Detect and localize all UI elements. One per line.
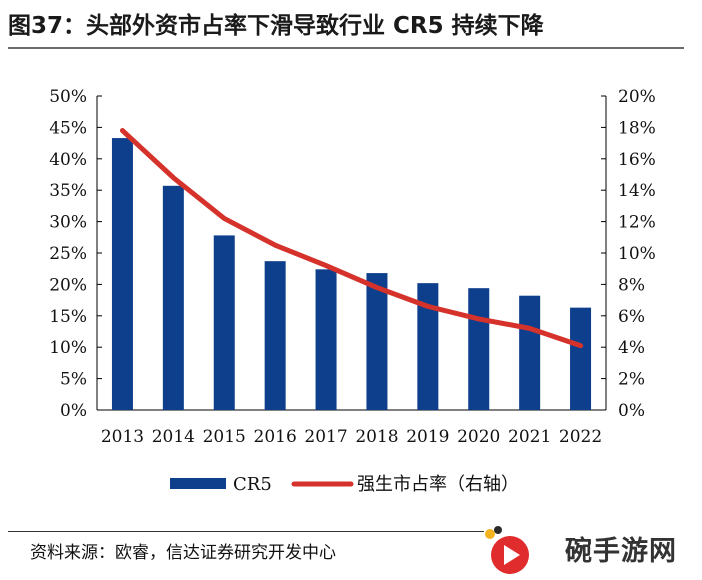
right-tick-label: 18% bbox=[618, 118, 656, 138]
left-tick-label: 20% bbox=[49, 275, 87, 295]
x-tick-label: 2013 bbox=[101, 427, 144, 447]
left-tick-label: 35% bbox=[49, 181, 87, 201]
x-tick-label: 2017 bbox=[304, 427, 347, 447]
left-tick-label: 40% bbox=[49, 150, 87, 170]
tick-labels: 0% 5% 10% 15% 20% 25% 30% 35% 40% 45% 50% 0% 2% 4% 6% 8… bbox=[49, 87, 656, 447]
right-tick-label: 10% bbox=[618, 244, 656, 264]
bar-cr5 bbox=[468, 288, 490, 410]
left-tick-label: 25% bbox=[49, 244, 87, 264]
x-tick-label: 2018 bbox=[355, 427, 398, 447]
left-tick-label: 45% bbox=[49, 118, 87, 138]
x-tick-label: 2022 bbox=[559, 427, 602, 447]
watermark-logo-icon bbox=[485, 526, 529, 574]
bar-cr5 bbox=[570, 307, 592, 410]
right-tick-label: 20% bbox=[618, 87, 656, 107]
left-tick-label: 50% bbox=[49, 87, 87, 107]
right-tick-label: 8% bbox=[618, 275, 645, 295]
left-tick-label: 10% bbox=[49, 338, 87, 358]
left-tick-label: 30% bbox=[49, 213, 87, 233]
bar-cr5 bbox=[366, 273, 388, 410]
bar-cr5 bbox=[162, 185, 184, 410]
line-jnj-share bbox=[119, 128, 584, 349]
bar-cr5 bbox=[417, 283, 439, 410]
x-tick-label: 2021 bbox=[508, 427, 551, 447]
x-tick-label: 2019 bbox=[406, 427, 449, 447]
x-tick-label: 2016 bbox=[254, 427, 297, 447]
legend-label-cr5: CR5 bbox=[233, 474, 272, 495]
bar-cr5 bbox=[111, 138, 133, 411]
title-divider bbox=[8, 47, 684, 49]
left-tick-label: 15% bbox=[49, 307, 87, 327]
right-tick-label: 0% bbox=[618, 401, 645, 421]
legend-label-line: 强生市占率（右轴） bbox=[357, 474, 519, 495]
right-tick-label: 12% bbox=[618, 213, 656, 233]
right-tick-label: 2% bbox=[618, 370, 645, 390]
right-tick-label: 4% bbox=[618, 338, 645, 358]
bar-cr5 bbox=[264, 261, 286, 410]
x-tick-label: 2020 bbox=[457, 427, 500, 447]
chart-legend: CR5 强生市占率（右轴） bbox=[170, 474, 519, 495]
watermark-text: 碗手游网 bbox=[565, 536, 677, 567]
bar-cr5 bbox=[315, 269, 337, 410]
bar-line-chart: 0% 5% 10% 15% 20% 25% 30% 35% 40% 45% 50% 0% 2% 4% 6% 8… bbox=[49, 87, 656, 495]
source-note: 资料来源：欧睿，信达证券研究开发中心 bbox=[30, 543, 336, 563]
chart-title: 图37：头部外资市占率下滑导致行业 CR5 持续下降 bbox=[8, 13, 544, 39]
x-tick-label: 2014 bbox=[152, 427, 195, 447]
right-tick-label: 16% bbox=[618, 150, 656, 170]
legend-swatch-bar bbox=[170, 478, 226, 489]
source-divider bbox=[8, 531, 484, 532]
bar-cr5 bbox=[213, 235, 235, 410]
left-tick-label: 5% bbox=[60, 370, 87, 390]
bar-cr5 bbox=[519, 295, 541, 410]
right-tick-label: 14% bbox=[618, 181, 656, 201]
x-tick-label: 2015 bbox=[203, 427, 246, 447]
line-series bbox=[119, 128, 584, 349]
right-tick-label: 6% bbox=[618, 307, 645, 327]
left-tick-label: 0% bbox=[60, 401, 87, 421]
